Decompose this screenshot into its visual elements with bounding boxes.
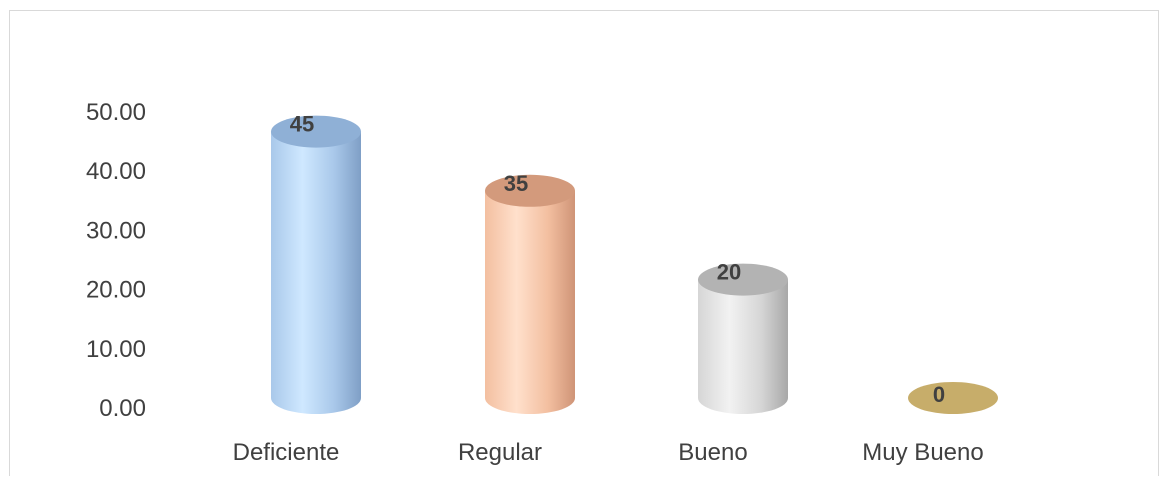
y-tick-label: 40.00: [86, 158, 146, 185]
bar-regular: [485, 174, 575, 414]
bar-body: [698, 279, 788, 414]
y-tick-label: 20.00: [86, 277, 146, 304]
data-label: 45: [290, 112, 314, 137]
y-tick-label: 30.00: [86, 217, 146, 244]
bar-body: [485, 190, 575, 414]
x-category-label: Deficiente: [233, 439, 340, 466]
bar-body: [271, 131, 361, 414]
data-label: 20: [717, 260, 741, 285]
y-axis: 0.00 10.00 20.00 30.00 40.00 50.00: [86, 99, 146, 422]
bar-top: [485, 174, 575, 207]
y-tick-label: 10.00: [86, 336, 146, 363]
x-category-label: Regular: [458, 439, 542, 466]
chart-frame: [9, 10, 1159, 476]
x-category-label: Bueno: [678, 439, 747, 466]
y-tick-label: 50.00: [86, 99, 146, 126]
data-label: 0: [933, 382, 945, 407]
bar-deficiente: [271, 115, 361, 414]
bar-top: [271, 115, 361, 148]
bar-bueno: [698, 263, 788, 414]
bar-top: [908, 382, 998, 414]
y-tick-label: 0.00: [99, 395, 146, 422]
data-label: 35: [504, 171, 528, 196]
x-axis: Deficiente Regular Bueno Muy Bueno: [233, 439, 984, 466]
bar-top: [698, 263, 788, 296]
data-labels: 45 35 20 0: [290, 112, 945, 407]
bar-muy-bueno: [908, 382, 998, 414]
x-category-label: Muy Bueno: [862, 439, 983, 466]
bars: [271, 115, 998, 414]
